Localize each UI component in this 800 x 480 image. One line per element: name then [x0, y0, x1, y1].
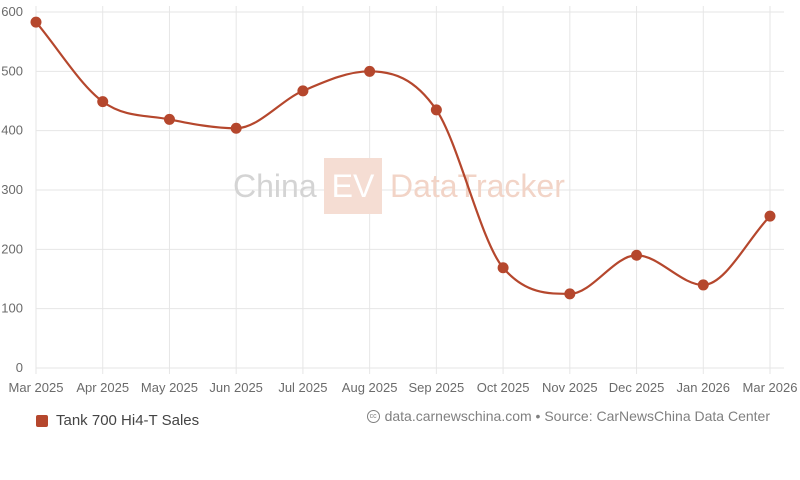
data-point[interactable]: [30, 16, 42, 28]
x-tick-label: Mar 2026: [743, 380, 798, 395]
legend-swatch: [36, 414, 48, 427]
data-point[interactable]: [697, 279, 709, 291]
data-point[interactable]: [97, 96, 109, 108]
watermark-badge-text: EV: [332, 168, 375, 204]
data-point[interactable]: [163, 113, 175, 125]
x-tick-label: Mar 2025: [9, 380, 64, 395]
y-tick-label: 300: [1, 182, 23, 197]
series-line: [35, 21, 771, 295]
y-tick-label: 200: [1, 241, 23, 256]
watermark-left-text: China: [233, 168, 317, 204]
data-point[interactable]: [631, 249, 643, 261]
watermark-badge-box: [324, 158, 382, 214]
x-tick-label: Jul 2025: [278, 380, 327, 395]
points-layer: [30, 16, 776, 300]
y-tick-label: 600: [1, 4, 23, 19]
data-point[interactable]: [364, 65, 376, 77]
y-tick-label: 0: [16, 360, 23, 375]
watermark-right-text: DataTracker: [390, 168, 565, 204]
watermark: China EV DataTracker: [233, 158, 565, 214]
x-tick-label: May 2025: [141, 380, 198, 395]
x-tick-label: Nov 2025: [542, 380, 598, 395]
source-text: data.carnewschina.com • Source: CarNewsC…: [384, 408, 770, 424]
line-chart: China EV DataTracker 0 100 200 300 400 500 600…: [1, 4, 797, 395]
legend[interactable]: Tank 700 Hi4-T Sales: [36, 412, 199, 429]
x-tick-label: Dec 2025: [609, 380, 665, 395]
cc-icon: cc: [366, 409, 380, 423]
axis-labels: 0 100 200 300 400 500 600 Mar 2025 Apr 2025 May 2…: [1, 4, 797, 395]
y-tick-label: 400: [1, 123, 23, 138]
x-tick-label: Apr 2025: [76, 380, 129, 395]
data-point[interactable]: [297, 85, 309, 97]
data-point[interactable]: [497, 262, 509, 274]
x-tick-label: Sep 2025: [409, 380, 465, 395]
data-point[interactable]: [564, 288, 576, 300]
x-tick-label: Aug 2025: [342, 380, 398, 395]
legend-label: Tank 700 Hi4-T Sales: [56, 412, 200, 429]
data-point[interactable]: [764, 210, 776, 222]
y-tick-label: 500: [1, 63, 23, 78]
x-tick-label: Jun 2025: [209, 380, 263, 395]
x-tick-label: Oct 2025: [477, 380, 530, 395]
y-tick-label: 100: [1, 301, 23, 316]
data-point[interactable]: [230, 122, 242, 134]
x-tick-label: Jan 2026: [677, 380, 731, 395]
data-point[interactable]: [430, 104, 442, 116]
source-credit: cc data.carnewschina.com • Source: CarNe…: [366, 408, 770, 424]
